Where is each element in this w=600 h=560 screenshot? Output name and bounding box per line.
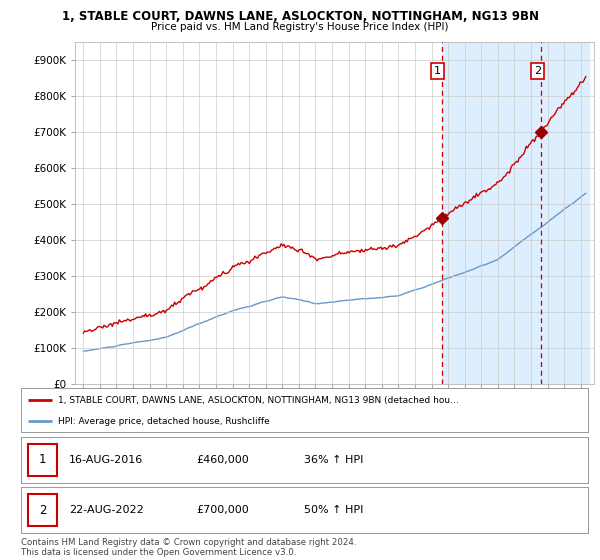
FancyBboxPatch shape: [28, 444, 57, 476]
Text: £700,000: £700,000: [197, 505, 250, 515]
Text: 2: 2: [533, 66, 541, 76]
Text: Contains HM Land Registry data © Crown copyright and database right 2024.
This d: Contains HM Land Registry data © Crown c…: [21, 538, 356, 557]
Text: 1, STABLE COURT, DAWNS LANE, ASLOCKTON, NOTTINGHAM, NG13 9BN: 1, STABLE COURT, DAWNS LANE, ASLOCKTON, …: [62, 10, 539, 23]
Text: 50% ↑ HPI: 50% ↑ HPI: [305, 505, 364, 515]
FancyBboxPatch shape: [28, 494, 57, 526]
Text: 1, STABLE COURT, DAWNS LANE, ASLOCKTON, NOTTINGHAM, NG13 9BN (detached hou…: 1, STABLE COURT, DAWNS LANE, ASLOCKTON, …: [58, 395, 459, 404]
Text: 22-AUG-2022: 22-AUG-2022: [69, 505, 144, 515]
Text: 36% ↑ HPI: 36% ↑ HPI: [305, 455, 364, 465]
Text: 1: 1: [434, 66, 441, 76]
Bar: [541, 42, 589, 384]
Text: 1: 1: [39, 453, 46, 466]
Bar: [442, 42, 541, 384]
Text: HPI: Average price, detached house, Rushcliffe: HPI: Average price, detached house, Rush…: [58, 417, 269, 426]
Text: 2: 2: [39, 503, 46, 517]
Text: Price paid vs. HM Land Registry's House Price Index (HPI): Price paid vs. HM Land Registry's House …: [151, 22, 449, 32]
Text: £460,000: £460,000: [197, 455, 250, 465]
Text: 16-AUG-2016: 16-AUG-2016: [69, 455, 143, 465]
